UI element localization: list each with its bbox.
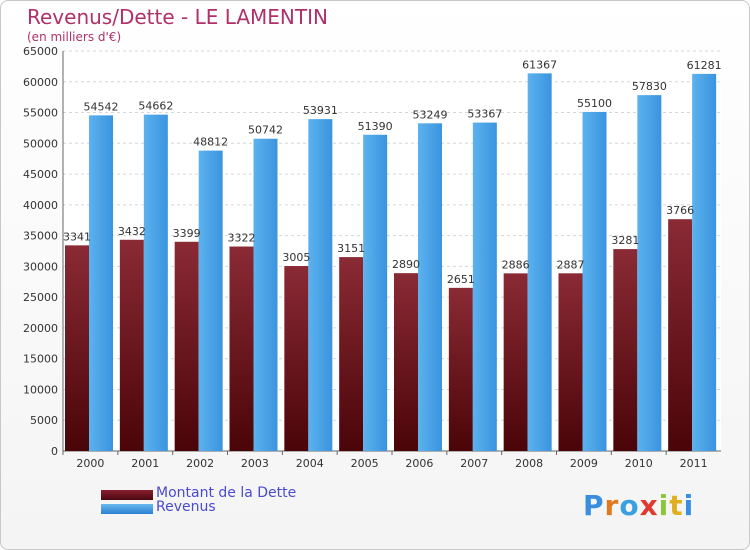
x-tick-label: 2003 — [241, 457, 269, 470]
bar-dette — [174, 241, 199, 451]
data-label-revenus: 53249 — [413, 108, 448, 121]
legend-label-dette: Montant de la Dette — [156, 485, 297, 501]
data-label-revenus: 55100 — [577, 97, 612, 110]
x-tick-label: 2006 — [405, 457, 433, 470]
bar-dette — [339, 257, 364, 451]
data-label-dette: 3399 — [173, 227, 201, 240]
bar-revenus — [198, 150, 223, 451]
bar-dette — [448, 287, 473, 451]
bar-dette — [394, 273, 418, 451]
x-tick-label: 2001 — [131, 457, 159, 470]
data-label-revenus: 48812 — [193, 136, 228, 149]
chart-title: Revenus/Dette - LE LAMENTIN — [27, 5, 328, 29]
bar-revenus — [418, 123, 442, 451]
logo-letter: t — [669, 489, 684, 522]
bar-revenus — [253, 138, 278, 452]
y-tick-label: 55000 — [23, 107, 58, 120]
legend-swatch-revenus — [101, 504, 153, 514]
x-tick-label: 2009 — [570, 457, 598, 470]
y-tick-label: 10000 — [23, 383, 58, 396]
logo-letter: o — [619, 489, 640, 522]
y-tick-label: 35000 — [23, 230, 58, 243]
bar-dette — [119, 239, 144, 451]
data-label-revenus: 54542 — [84, 100, 119, 113]
proxiti-logo: Proxiti — [583, 489, 694, 522]
bar-revenus — [692, 73, 717, 451]
bar-dette — [229, 246, 254, 451]
legend-label-revenus: Revenus — [156, 499, 216, 515]
logo-letter: r — [604, 489, 620, 522]
bar-revenus — [527, 73, 552, 451]
data-label-dette: 3766 — [666, 204, 694, 217]
x-tick-label: 2007 — [460, 457, 488, 470]
y-tick-label: 45000 — [23, 168, 58, 181]
data-label-dette: 3005 — [282, 251, 310, 264]
x-tick-label: 2000 — [76, 457, 104, 470]
data-label-dette: 2886 — [502, 258, 530, 271]
logo-letter: P — [583, 489, 605, 522]
bar-dette — [503, 273, 528, 451]
data-label-revenus: 57830 — [632, 80, 667, 93]
bar-revenus — [637, 95, 662, 451]
chart-subtitle: (en milliers d'€) — [27, 30, 122, 44]
data-label-dette: 3151 — [337, 242, 365, 255]
bar-dette — [284, 266, 309, 451]
data-label-revenus: 54662 — [138, 100, 173, 113]
data-label-dette: 3322 — [228, 232, 256, 245]
x-tick-label: 2004 — [296, 457, 324, 470]
y-tick-label: 50000 — [23, 137, 58, 150]
legend-swatch-dette — [101, 490, 153, 500]
bar-dette — [613, 249, 638, 451]
data-label-dette: 3432 — [118, 225, 146, 238]
x-tick-label: 2002 — [186, 457, 214, 470]
y-tick-label: 60000 — [23, 76, 58, 89]
data-label-dette: 3281 — [611, 234, 639, 247]
logo-letter: x — [639, 489, 659, 522]
y-tick-label: 40000 — [23, 199, 58, 212]
data-label-revenus: 61367 — [522, 58, 557, 71]
data-label-revenus: 51390 — [358, 120, 393, 133]
y-tick-label: 15000 — [23, 353, 58, 366]
bar-dette — [668, 219, 693, 451]
bar-revenus — [143, 114, 168, 451]
y-tick-label: 25000 — [23, 291, 58, 304]
bar-revenus — [363, 134, 388, 451]
bar-revenus — [582, 111, 607, 451]
data-label-dette: 3341 — [63, 230, 91, 243]
x-tick-label: 2005 — [351, 457, 379, 470]
data-label-revenus: 61281 — [687, 59, 722, 72]
bar-revenus — [89, 115, 113, 451]
data-label-revenus: 53367 — [467, 108, 502, 121]
y-tick-label: 30000 — [23, 260, 58, 273]
y-tick-label: 65000 — [23, 45, 58, 58]
data-label-dette: 2890 — [392, 258, 420, 271]
x-tick-label: 2010 — [625, 457, 653, 470]
x-tick-label: 2011 — [680, 457, 708, 470]
data-label-dette: 2651 — [447, 273, 475, 286]
y-tick-label: 20000 — [23, 322, 58, 335]
data-label-revenus: 50742 — [248, 124, 283, 137]
data-label-dette: 2887 — [557, 258, 585, 271]
bar-revenus — [308, 119, 333, 452]
y-tick-label: 5000 — [30, 414, 58, 427]
bar-revenus — [472, 122, 497, 451]
x-tick-label: 2008 — [515, 457, 543, 470]
data-label-revenus: 53931 — [303, 104, 338, 117]
plot-area — [63, 51, 721, 451]
logo-letter: i — [658, 489, 670, 522]
y-tick-label: 0 — [51, 445, 58, 458]
bar-dette — [65, 245, 89, 451]
bar-dette — [558, 273, 583, 451]
logo-letter: i — [683, 489, 695, 522]
